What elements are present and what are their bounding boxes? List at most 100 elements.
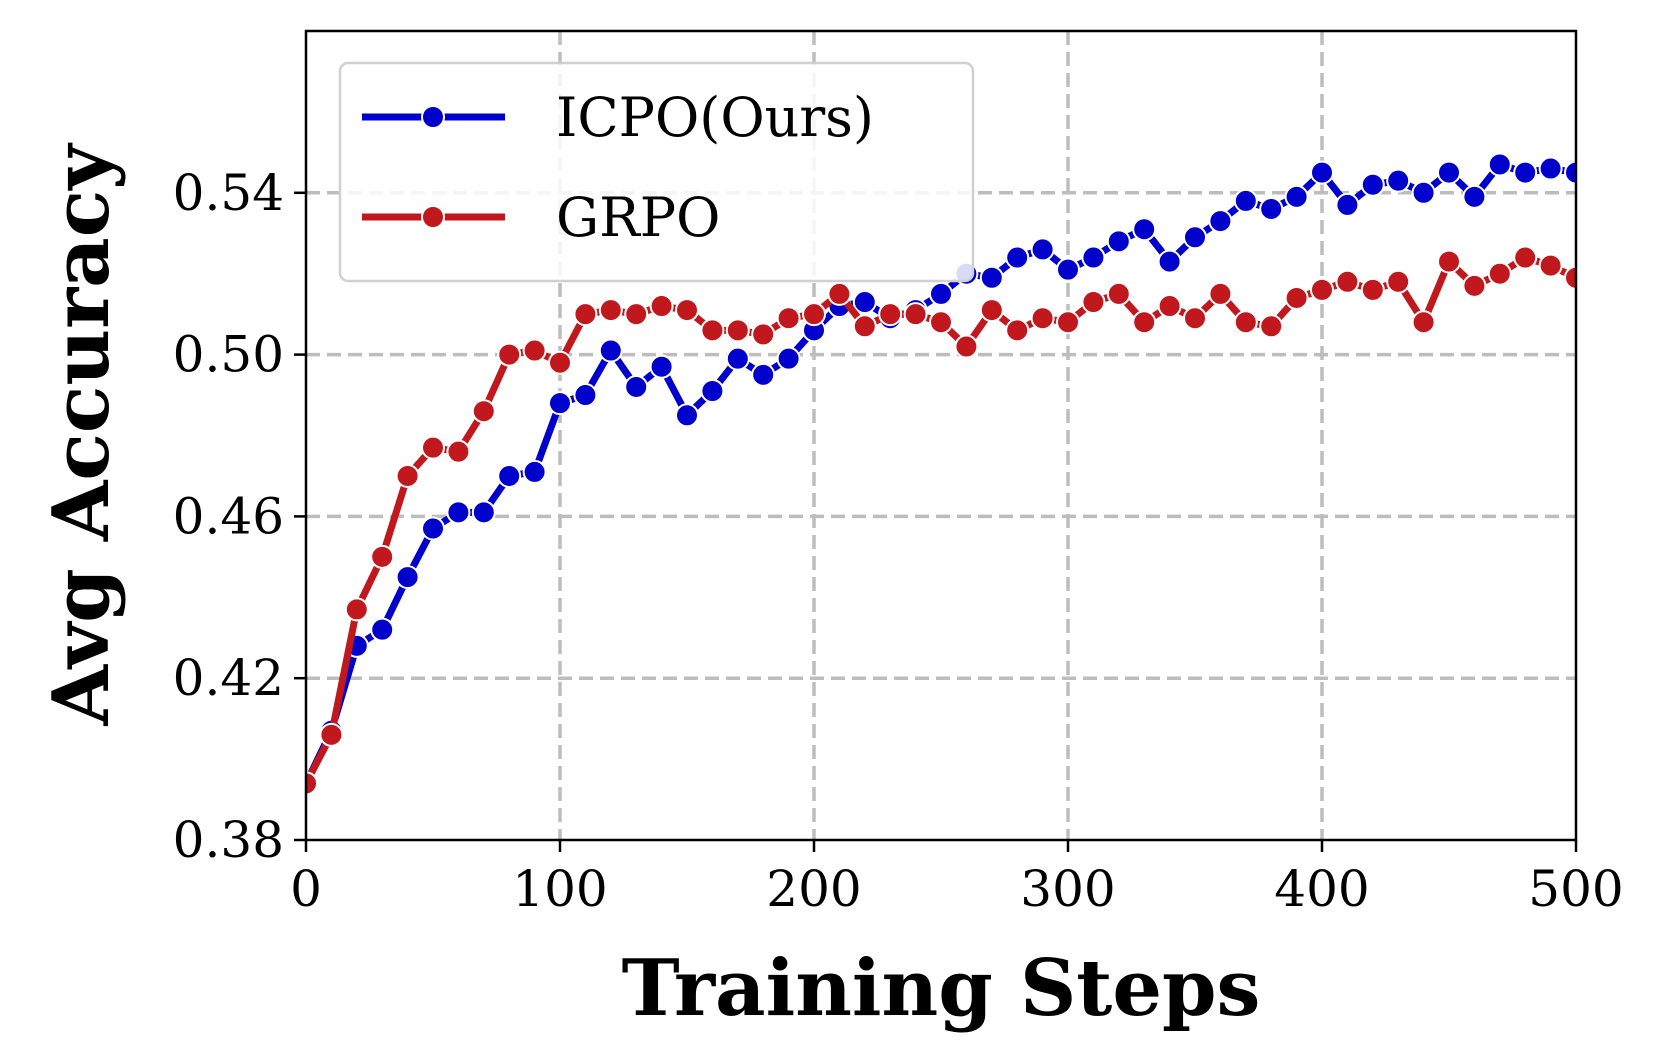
data-point-grpo — [306, 771, 318, 796]
data-point-icpo-ours — [1411, 180, 1436, 205]
data-point-grpo — [395, 463, 420, 488]
data-point-icpo-ours — [725, 346, 750, 371]
data-point-grpo — [446, 439, 471, 464]
data-point-grpo — [598, 298, 623, 323]
data-point-icpo-ours — [1513, 160, 1538, 185]
data-point-grpo — [852, 314, 877, 339]
data-point-grpo — [1259, 314, 1284, 339]
data-point-grpo — [471, 399, 496, 424]
data-point-icpo-ours — [1132, 217, 1157, 242]
data-point-grpo — [1310, 277, 1334, 302]
data-point-grpo — [802, 302, 826, 327]
data-point-grpo — [1487, 261, 1512, 286]
legend: ICPO(Ours) GRPO — [338, 61, 975, 283]
data-point-grpo — [1030, 306, 1055, 331]
data-point-grpo — [979, 298, 1004, 323]
data-point-grpo — [573, 302, 598, 327]
legend-swatch-marker-icpo — [421, 105, 445, 129]
data-point-icpo-ours — [1284, 184, 1309, 209]
data-point-icpo-ours — [751, 362, 776, 387]
x-tick-label: 100 — [512, 860, 607, 918]
legend-swatch-marker-grpo — [421, 205, 445, 229]
data-point-icpo-ours — [1233, 188, 1258, 213]
data-point-grpo — [1106, 281, 1131, 306]
data-point-icpo-ours — [852, 290, 877, 315]
data-point-icpo-ours — [1360, 172, 1385, 197]
data-point-icpo-ours — [1106, 229, 1131, 254]
data-point-grpo — [1386, 269, 1411, 294]
axis-ticks — [294, 191, 1578, 852]
plot-frame — [304, 29, 1578, 842]
data-point-grpo — [1513, 245, 1538, 270]
data-point-icpo-ours — [573, 383, 598, 408]
x-axis-title: Training Steps — [622, 943, 1261, 1034]
data-point-grpo — [751, 322, 776, 347]
data-point-icpo-ours — [649, 354, 674, 379]
y-tick-label: 0.54 — [173, 164, 284, 222]
data-point-icpo-ours — [446, 500, 471, 525]
data-point-grpo — [954, 334, 979, 359]
data-point-grpo — [725, 318, 750, 343]
data-point-grpo — [1284, 285, 1309, 310]
data-point-icpo-ours — [1081, 245, 1106, 270]
data-point-icpo-ours — [1437, 160, 1461, 185]
data-point-grpo — [1360, 277, 1385, 302]
data-point-grpo — [1005, 318, 1030, 343]
data-point-icpo-ours — [675, 403, 699, 428]
x-tick-label: 400 — [1274, 860, 1369, 918]
data-point-grpo — [827, 281, 852, 306]
data-point-icpo-ours — [1335, 192, 1360, 217]
legend-label-icpo: ICPO(Ours) — [556, 86, 874, 149]
data-point-icpo-ours — [1310, 160, 1334, 185]
y-tick-label: 0.46 — [173, 487, 284, 545]
data-point-icpo-ours — [598, 338, 623, 363]
data-point-grpo — [1462, 273, 1487, 298]
data-point-grpo — [1233, 310, 1258, 335]
data-point-grpo — [1132, 310, 1157, 335]
data-point-icpo-ours — [1056, 257, 1080, 282]
y-axis-title: Avg Accuracy — [36, 142, 127, 727]
data-point-grpo — [903, 302, 928, 327]
data-point-grpo — [548, 350, 572, 375]
data-point-grpo — [421, 435, 445, 460]
x-tick-label: 500 — [1528, 860, 1623, 918]
data-point-grpo — [1208, 281, 1233, 306]
data-point-icpo-ours — [395, 565, 420, 590]
data-point-icpo-ours — [1208, 209, 1233, 234]
data-point-grpo — [878, 302, 903, 327]
data-point-grpo — [1538, 253, 1563, 278]
data-point-grpo — [776, 306, 801, 331]
data-point-grpo — [344, 597, 369, 622]
series-grpo — [306, 245, 1576, 796]
data-point-icpo-ours — [522, 459, 547, 484]
data-point-grpo — [1157, 294, 1182, 319]
data-point-icpo-ours — [1157, 249, 1182, 274]
data-point-grpo — [700, 318, 725, 343]
data-point-icpo-ours — [1462, 184, 1487, 209]
data-point-grpo — [522, 338, 547, 363]
data-point-icpo-ours — [700, 379, 725, 404]
x-tick-label: 200 — [766, 860, 861, 918]
data-point-icpo-ours — [471, 500, 496, 525]
data-point-icpo-ours — [548, 391, 572, 416]
data-point-icpo-ours — [1538, 156, 1563, 181]
y-tick-label: 0.38 — [173, 811, 284, 869]
data-point-grpo — [929, 310, 953, 335]
series-layer — [306, 152, 1576, 796]
data-point-grpo — [1437, 249, 1461, 274]
data-point-grpo — [1335, 269, 1360, 294]
data-point-grpo — [1056, 310, 1080, 335]
x-tick-label: 300 — [1020, 860, 1115, 918]
y-tick-label: 0.42 — [173, 649, 284, 707]
x-tick-label: 0 — [290, 860, 322, 918]
data-point-grpo — [1183, 306, 1207, 331]
data-point-icpo-ours — [1183, 225, 1207, 250]
data-point-icpo-ours — [370, 617, 395, 642]
data-point-icpo-ours — [1386, 168, 1411, 193]
data-point-icpo-ours — [497, 463, 522, 488]
data-point-icpo-ours — [1487, 152, 1512, 177]
data-point-icpo-ours — [421, 516, 445, 541]
data-point-icpo-ours — [624, 374, 649, 399]
data-point-icpo-ours — [1259, 196, 1284, 221]
